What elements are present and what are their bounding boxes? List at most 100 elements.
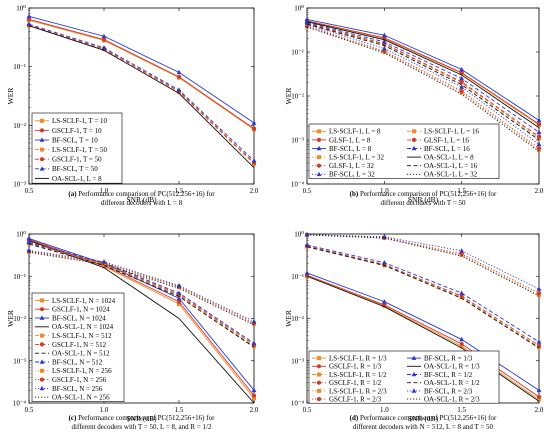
panel-c: 10⁰ 10⁻¹ 10⁻² 10⁻³ 10⁻⁴0.5 1.0 1.5 2.0 SNR (dB) W… (6, 231, 259, 432)
data-point (381, 299, 387, 304)
data-point (536, 286, 542, 291)
legend-marker (39, 128, 45, 133)
caption-label: (c) (69, 414, 77, 422)
data-point (536, 121, 542, 127)
series-line (28, 242, 255, 347)
series-line (306, 26, 540, 151)
legend-marker (317, 129, 321, 134)
x-axis-label: SNR (dB) (126, 414, 157, 423)
y-tick-label: 10⁻³ (13, 357, 26, 365)
legend-marker (317, 372, 321, 377)
x-tick-label: 1.5 (457, 187, 466, 195)
data-point (26, 17, 32, 22)
panel-d: 10⁰ 10⁻¹ 10⁻² 10⁻³ 10⁻⁴0.5 1.0 1.5 2.0 SNR (dB) W… (284, 231, 544, 432)
series-line (28, 19, 255, 130)
caption-text: Performance comparison of PC(512,256+16)… (358, 190, 497, 198)
legend-label: GSCLF-1, N = 512 (52, 341, 107, 349)
y-tick-label: 10⁰ (294, 5, 304, 13)
series (306, 23, 540, 141)
legend-label: GSCLF-1, T = 10 (52, 127, 102, 135)
x-tick-label: 0.5 (303, 187, 312, 195)
y-axis-label: WER (284, 88, 293, 105)
data-point (26, 247, 32, 253)
data-point (459, 88, 464, 94)
legend-marker (411, 145, 417, 151)
x-tick-label: 0.5 (303, 406, 312, 414)
data-point (176, 299, 182, 304)
data-point (381, 234, 387, 239)
data-point (459, 341, 464, 347)
y-tick-label: 10⁻² (291, 93, 304, 101)
legend: LS-SCLF-1, T = 10 GSCLF-1, T = 10 BF-SCL, … (31, 112, 123, 184)
y-tick-label: 10⁻³ (13, 181, 26, 189)
series (304, 273, 542, 399)
legend-label: BF-SCL, T = 50 (52, 165, 98, 173)
series-line (306, 18, 540, 121)
series-line (28, 24, 255, 164)
y-axis-label: WER (284, 310, 293, 327)
data-point (381, 260, 387, 265)
data-point (176, 69, 182, 75)
data-point (177, 302, 181, 307)
y-tick-label: 10⁻³ (291, 137, 304, 145)
data-point (381, 45, 387, 51)
caption-text: Performance comparison of PC(512,256+16)… (77, 190, 216, 198)
data-point (26, 239, 32, 244)
data-point (101, 33, 107, 39)
data-point (459, 290, 465, 295)
legend-marker (39, 377, 45, 382)
caption-line2: different decoders with T = 50, L = 8, a… (72, 423, 212, 431)
legend-marker (411, 355, 417, 360)
legend-label: OA-SCL-1, R = 1/3 (424, 363, 480, 371)
y-tick-label: 10⁻¹ (13, 63, 26, 71)
legend-marker (40, 298, 44, 303)
caption: (a) Performance comparison of PC(512,256… (68, 190, 215, 198)
series (26, 247, 257, 324)
legend-label: BF-SCL, L = 32 (329, 171, 375, 179)
legend-label: LS-SCLF-1, R = 2/3 (329, 387, 387, 395)
legend-marker (316, 380, 322, 385)
data-point (251, 158, 257, 163)
series-line (306, 234, 540, 297)
data-point (251, 120, 257, 125)
series-line (28, 239, 255, 396)
data-point (101, 37, 107, 42)
series-line (28, 239, 255, 399)
data-point (536, 343, 542, 348)
caption: (c) Performance comparison of PC(512,256… (69, 414, 216, 422)
legend-box (31, 112, 123, 184)
x-tick-label: 1.0 (100, 406, 109, 414)
legend-marker (40, 118, 44, 123)
series-line (28, 241, 255, 344)
data-point (536, 387, 542, 393)
y-tick-label: 10⁻¹ (291, 273, 304, 281)
legend-label: LS-SCLF-1, N = 256 (52, 367, 112, 375)
legend-marker (411, 388, 417, 393)
x-tick-label: 1.0 (380, 187, 389, 195)
legend-marker (39, 385, 45, 391)
x-tick-label: 2.0 (250, 187, 259, 195)
y-tick-label: 10⁻² (291, 315, 304, 323)
data-point (176, 290, 182, 295)
data-point (381, 39, 387, 44)
data-point (536, 339, 542, 344)
series (304, 242, 542, 344)
series-line (306, 272, 540, 391)
series (304, 231, 542, 291)
series (304, 270, 542, 393)
caption-line2: different decoders with N = 512, L = 8 a… (353, 423, 494, 431)
legend-label: LS-SCLF-1, T = 10 (52, 117, 108, 125)
data-point (536, 129, 542, 135)
data-point (252, 396, 256, 401)
x-tick-label: 1.0 (380, 406, 389, 414)
caption-label: (b) (350, 190, 359, 198)
data-point (459, 66, 465, 72)
y-tick-label: 10⁻² (13, 122, 26, 130)
data-point (304, 231, 310, 237)
legend-label: BF-SCL, R = 2/3 (424, 387, 473, 395)
legend-label: GLSF-1, L = 8 (329, 136, 371, 144)
legend-marker (39, 137, 45, 142)
legend-label: GSCLF-1, R = 1/3 (329, 363, 382, 371)
legend-label: OA-SCL-1, R = 2/3 (424, 396, 480, 404)
data-point (536, 146, 542, 151)
